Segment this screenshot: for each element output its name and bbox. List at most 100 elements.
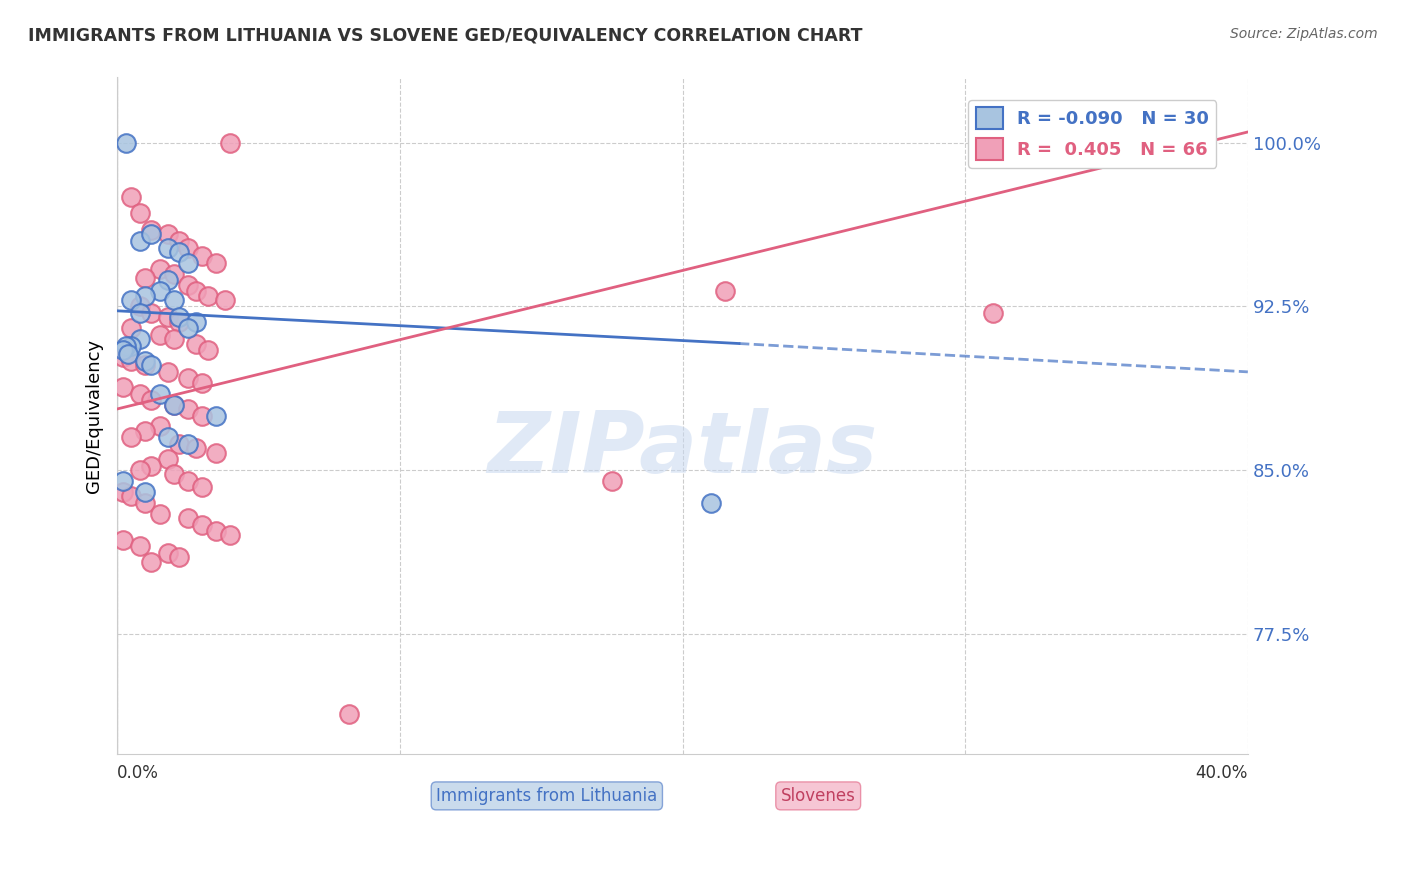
Point — [177, 511, 200, 525]
Point — [169, 315, 191, 329]
Text: Source: ZipAtlas.com: Source: ZipAtlas.com — [1230, 27, 1378, 41]
Point — [139, 393, 162, 408]
Point — [157, 430, 180, 444]
Point — [157, 227, 180, 242]
Point — [111, 343, 134, 357]
Point — [169, 437, 191, 451]
Text: 0.0%: 0.0% — [117, 764, 159, 782]
Point — [163, 398, 186, 412]
Text: ZIPatlas: ZIPatlas — [488, 408, 877, 491]
Point — [139, 555, 162, 569]
Point — [191, 409, 214, 423]
Point — [128, 386, 150, 401]
Point — [111, 533, 134, 547]
Point — [177, 277, 200, 292]
Point — [149, 262, 172, 277]
Point — [700, 496, 723, 510]
Point — [163, 398, 186, 412]
Point — [177, 474, 200, 488]
Point — [163, 267, 186, 281]
Point — [163, 467, 186, 482]
Legend: R = -0.090   N = 30, R =  0.405   N = 66: R = -0.090 N = 30, R = 0.405 N = 66 — [969, 100, 1216, 168]
Point — [169, 310, 191, 325]
Point — [219, 528, 242, 542]
Y-axis label: GED/Equivalency: GED/Equivalency — [86, 338, 103, 492]
Point — [191, 376, 214, 390]
Text: IMMIGRANTS FROM LITHUANIA VS SLOVENE GED/EQUIVALENCY CORRELATION CHART: IMMIGRANTS FROM LITHUANIA VS SLOVENE GED… — [28, 27, 863, 45]
Point — [714, 284, 737, 298]
Point — [128, 234, 150, 248]
Point — [186, 441, 208, 455]
Point — [128, 205, 150, 219]
Point — [149, 284, 172, 298]
Point — [128, 332, 150, 346]
Point — [139, 227, 162, 242]
Point — [163, 332, 186, 346]
Point — [177, 371, 200, 385]
Point — [114, 136, 136, 150]
Point — [128, 463, 150, 477]
Point — [157, 546, 180, 560]
Point — [149, 419, 172, 434]
Point — [177, 437, 200, 451]
Point — [149, 507, 172, 521]
Point — [120, 321, 142, 335]
Point — [197, 343, 219, 357]
Point — [157, 241, 180, 255]
Point — [120, 430, 142, 444]
Point — [128, 300, 150, 314]
Point — [149, 327, 172, 342]
Text: Slovenes: Slovenes — [780, 787, 856, 805]
Point — [157, 273, 180, 287]
Point — [177, 241, 200, 255]
Point — [120, 354, 142, 368]
Point — [191, 249, 214, 263]
Point — [134, 271, 156, 285]
Point — [337, 707, 360, 722]
Point — [157, 365, 180, 379]
Point — [219, 136, 242, 150]
Point — [177, 256, 200, 270]
Point — [134, 496, 156, 510]
Point — [191, 517, 214, 532]
Point — [134, 359, 156, 373]
Point — [169, 244, 191, 259]
Point — [117, 347, 139, 361]
Point — [111, 484, 134, 499]
Point — [186, 336, 208, 351]
Point — [120, 339, 142, 353]
Point — [186, 284, 208, 298]
Point — [205, 524, 228, 538]
Point — [983, 306, 1005, 320]
Point — [139, 306, 162, 320]
Point — [205, 409, 228, 423]
Point — [120, 190, 142, 204]
Point — [197, 288, 219, 302]
Point — [139, 359, 162, 373]
Point — [191, 480, 214, 494]
Point — [600, 474, 623, 488]
Point — [205, 445, 228, 459]
Point — [134, 354, 156, 368]
Point — [177, 321, 200, 335]
Point — [169, 550, 191, 565]
Point — [111, 474, 134, 488]
Point — [111, 350, 134, 364]
Point — [157, 452, 180, 467]
Point — [163, 293, 186, 307]
Point — [120, 293, 142, 307]
Point — [214, 293, 236, 307]
Point — [186, 315, 208, 329]
Point — [120, 489, 142, 503]
Point — [169, 234, 191, 248]
Point — [128, 540, 150, 554]
Point — [205, 256, 228, 270]
Point — [139, 223, 162, 237]
Point — [114, 339, 136, 353]
Text: 40.0%: 40.0% — [1195, 764, 1249, 782]
Point — [134, 484, 156, 499]
Text: Immigrants from Lithuania: Immigrants from Lithuania — [436, 787, 658, 805]
Point — [149, 386, 172, 401]
Point — [139, 458, 162, 473]
Point — [111, 380, 134, 394]
